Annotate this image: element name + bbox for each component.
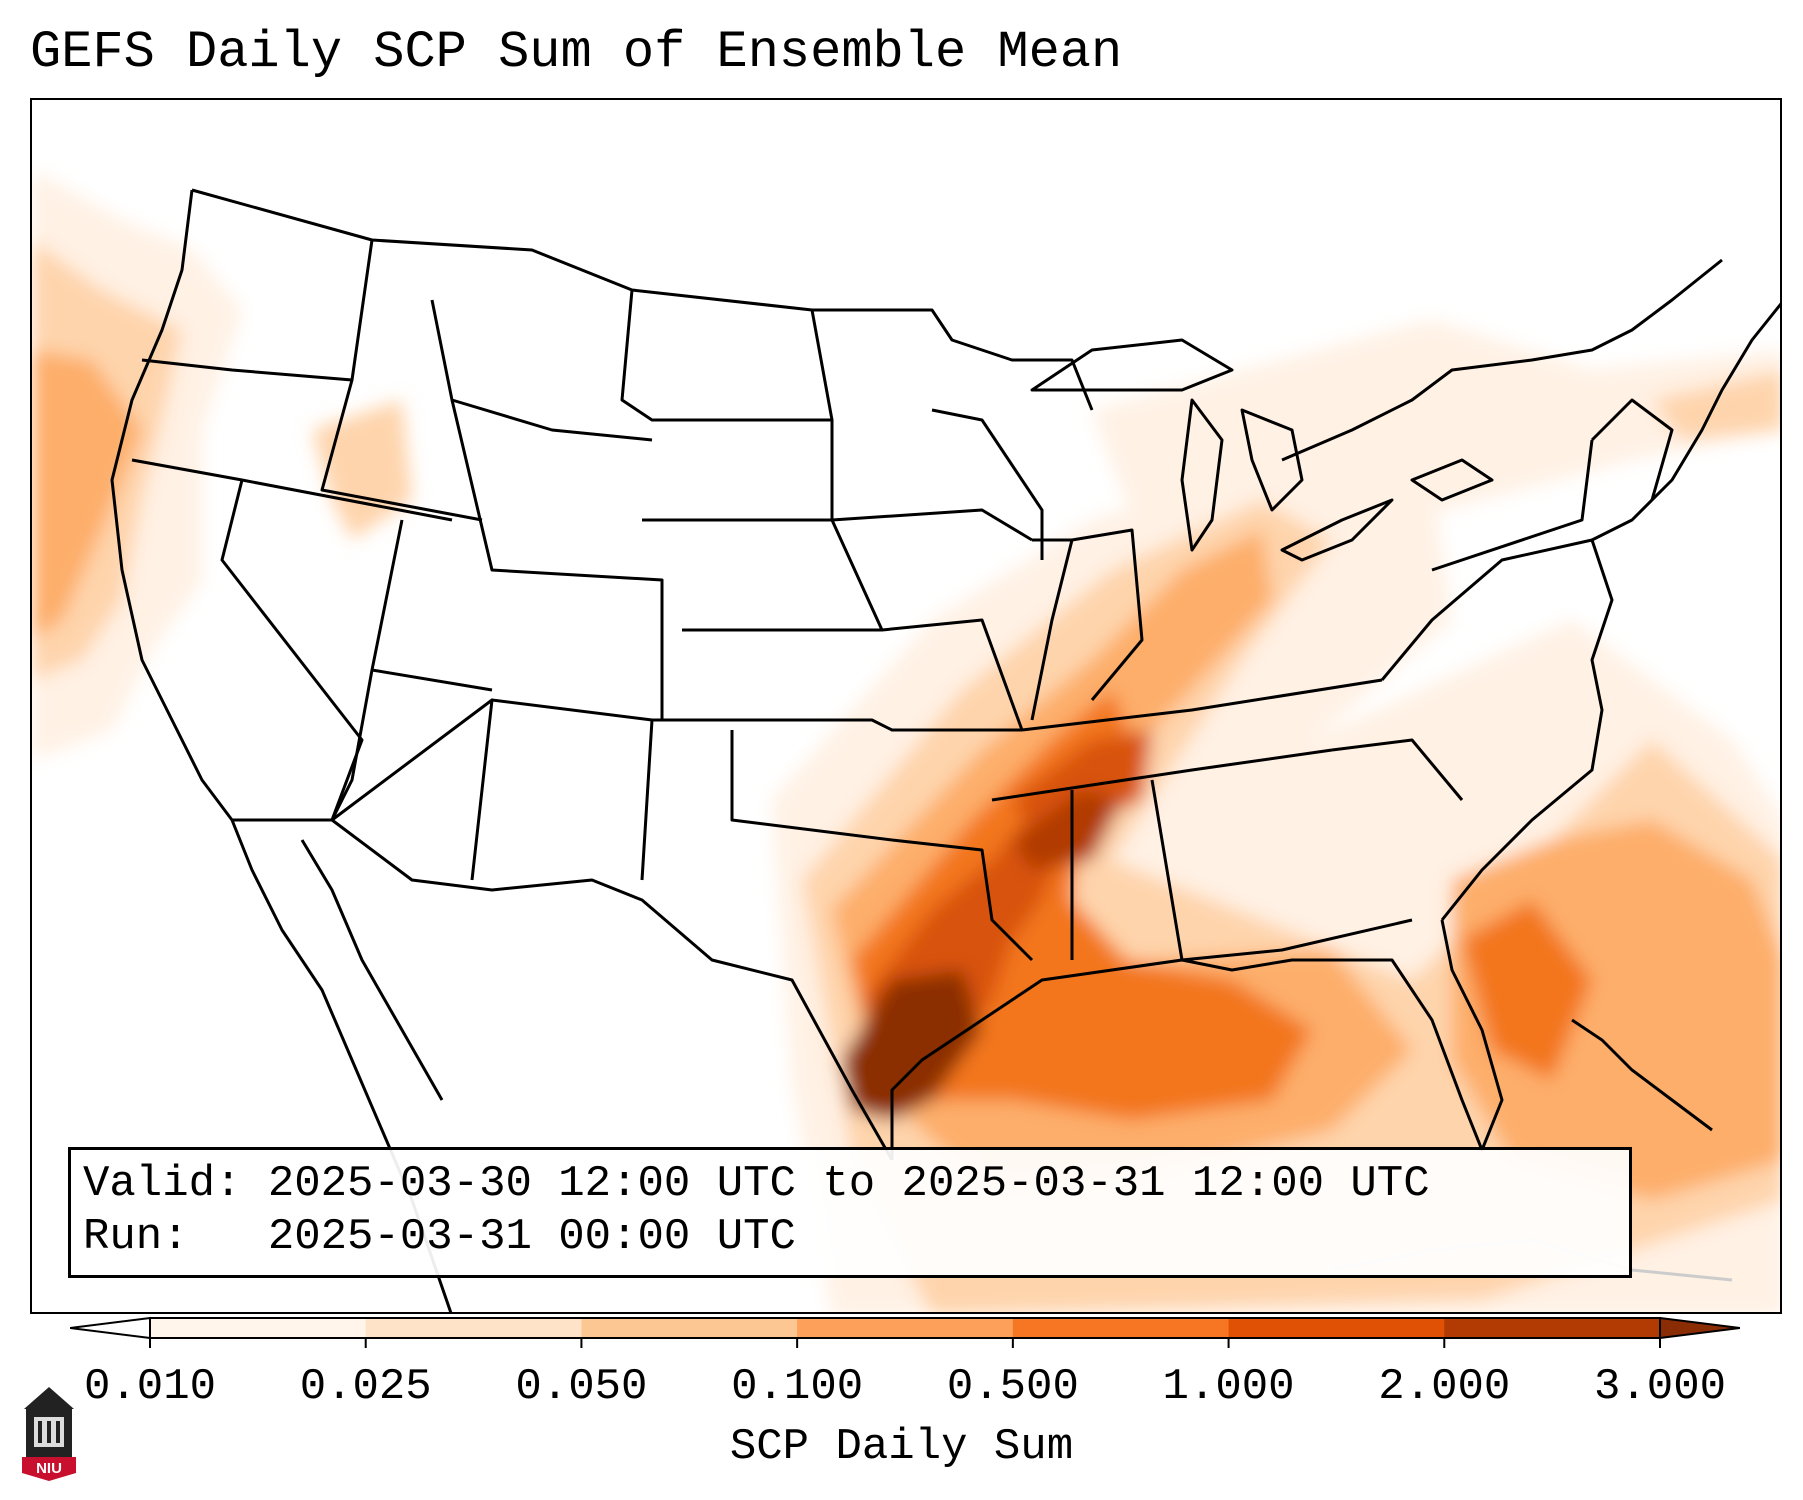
state-line-nv: [220, 479, 364, 821]
border-us-canada-east: [1281, 258, 1723, 462]
state-line-in-oh: [1071, 528, 1144, 701]
lake-huron: [1240, 408, 1304, 512]
state-line-wy-co: [450, 399, 664, 720]
state-line-id: [320, 239, 483, 522]
state-line-wa-or: [141, 358, 353, 382]
state-line-nm-tx: [491, 698, 654, 881]
colorbar-tick-label: 1.000: [1162, 1362, 1295, 1412]
map-panel: [30, 98, 1782, 1314]
colorbar-tick-label: 2.000: [1378, 1362, 1511, 1412]
coast-gulf-of-california: [300, 839, 444, 1101]
colorbar-over-arrow: [1659, 1316, 1740, 1340]
university-tower-icon: NIU: [22, 1387, 76, 1481]
lake-superior: [1030, 338, 1234, 392]
state-line-ky-tn: [1021, 678, 1383, 732]
colorbar: [70, 1316, 1740, 1348]
colorbar-tick-label: 0.500: [946, 1362, 1079, 1412]
state-line-ok-tx: [730, 730, 893, 842]
scp-fill-atlantic-dark: [1462, 900, 1592, 1080]
coast-gulf: [890, 919, 1504, 1160]
state-line-ut: [370, 519, 493, 692]
scp-fill-pacific-orange: [32, 350, 142, 640]
colorbar-segment: [365, 1318, 582, 1338]
valid-run-info-box: Valid: 2025-03-30 12:00 UTC to 2025-03-3…: [68, 1147, 1632, 1278]
colorbar-segment: [581, 1318, 798, 1338]
state-line-mo: [881, 618, 1024, 731]
state-line-va: [1380, 538, 1593, 681]
state-line-wi-il: [931, 408, 1044, 560]
state-line-il-in: [1030, 538, 1074, 721]
state-line-al-ga: [1150, 779, 1184, 961]
colorbar-outline: [149, 1317, 1661, 1339]
scp-fill-layer: [32, 170, 1780, 1312]
colorbar-label: SCP Daily Sum: [729, 1422, 1074, 1472]
scp-fill-new-england: [1652, 370, 1780, 440]
colorbar-under-arrow: [70, 1316, 151, 1340]
lake-michigan: [1180, 398, 1224, 552]
state-line-mt-wy: [430, 299, 653, 442]
valid-time-text: Valid: 2025-03-30 12:00 UTC to 2025-03-3…: [83, 1159, 1430, 1209]
colorbar-tick-label: 0.050: [515, 1362, 648, 1412]
state-line-az-nm: [330, 669, 494, 881]
colorbar-tick-label: 0.010: [83, 1362, 217, 1412]
colorbar-segment: [1444, 1318, 1661, 1338]
page-title: GEFS Daily SCP Sum of Ensemble Mean: [30, 23, 1123, 82]
colorbar-tick-label: 0.025: [299, 1362, 432, 1412]
border-us-canada-west: [191, 188, 1094, 411]
state-line-ks-ok: [652, 718, 1022, 732]
colorbar-tick-label: 0.100: [731, 1362, 864, 1412]
colorbar-segment: [797, 1318, 1014, 1338]
run-time-text: Run: 2025-03-31 00:00 UTC: [83, 1212, 796, 1262]
border-us-mexico: [232, 818, 894, 1161]
state-line-mn-ia: [831, 508, 1033, 542]
coast-pacific: [110, 189, 234, 821]
state-line-ga-fl: [1181, 918, 1413, 962]
colorbar-tick-label: 3.000: [1593, 1362, 1727, 1412]
coast-atlantic: [1440, 302, 1780, 921]
state-line-new-england: [1590, 398, 1674, 501]
lake-erie: [1280, 498, 1394, 562]
niu-logo: NIU: [22, 1387, 76, 1481]
colorbar-segment: [1012, 1318, 1230, 1338]
state-line-dakotas: [620, 289, 834, 520]
state-line-ne-ks: [642, 518, 884, 632]
state-line-pa-ny: [1431, 439, 1594, 572]
state-line-ar-la: [891, 838, 1034, 962]
state-line-nd-mn: [810, 309, 834, 421]
colorbar-segment: [1228, 1318, 1445, 1338]
colorbar-segment: [150, 1318, 367, 1338]
bahamas: [1571, 1018, 1713, 1132]
lake-ontario: [1410, 458, 1494, 502]
scp-fill-texas-max: [842, 970, 982, 1120]
logo-text: NIU: [36, 1460, 62, 1477]
state-line-tn-al: [991, 748, 1333, 802]
state-line-sc-nc: [1331, 738, 1464, 801]
scp-map: [32, 170, 1780, 1312]
scp-fill-arkansas-max: [1012, 790, 1122, 870]
